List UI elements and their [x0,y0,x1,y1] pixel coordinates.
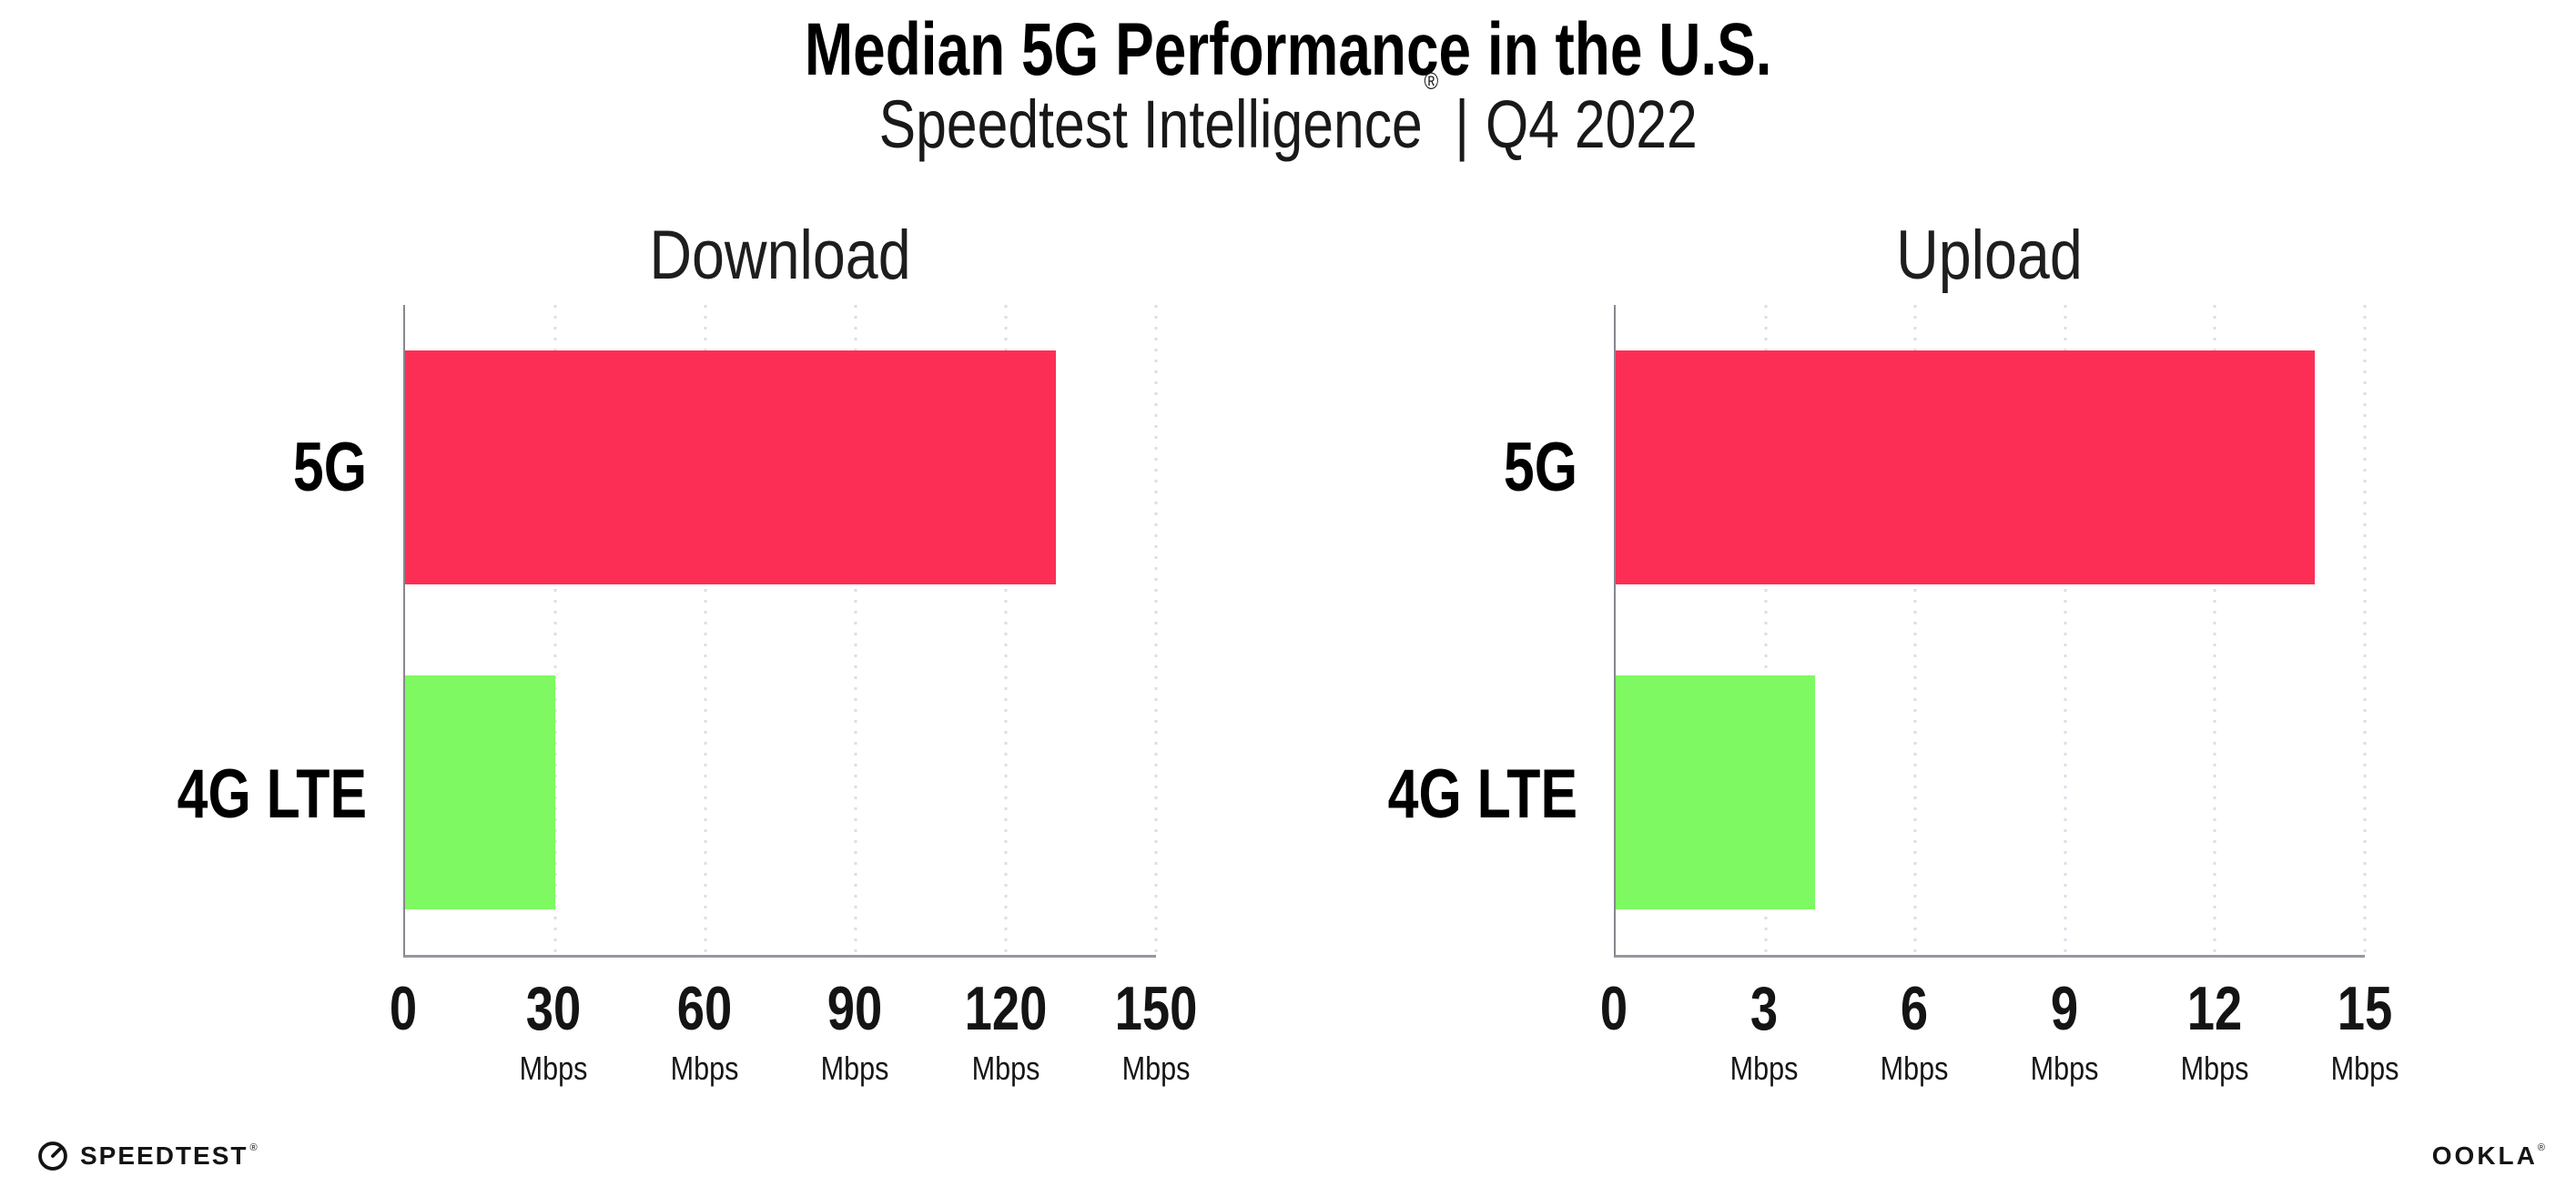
subtitle-brand: Speedtest Intelligence [878,86,1423,162]
gridline-12 [2213,305,2216,955]
figure-title-text: Median 5G Performance in the U.S. [804,8,1772,91]
speedtest-wordmark: SPEEDTEST [80,1141,248,1170]
x-tick-value: 120 [964,974,1047,1043]
gridline-9 [2064,305,2067,955]
x-tick-unit: Mbps [2180,1050,2249,1087]
x-tick-value: 90 [827,974,883,1043]
x-tick-unit: Mbps [971,1050,1040,1087]
category-label-4g-lte: 4G LTE [1387,755,1577,833]
bar-5g [405,350,1056,584]
gridline-3 [1764,305,1768,955]
x-tick-unit: Mbps [2030,1050,2099,1087]
gridline-6 [1913,305,1917,955]
category-labels: 5G 4G LTE [1388,305,2365,958]
x-tick-150: 150 Mbps [1104,978,1207,1085]
gridline-120 [1004,305,1008,955]
x-tick-60: 60 Mbps [664,978,745,1085]
download-chart-title: Download [648,217,911,294]
x-tick-unit: Mbps [820,1050,889,1087]
x-tick-value: 150 [1114,974,1198,1043]
x-tick-value: 60 [676,974,733,1043]
speedtest-gauge-icon [38,1141,67,1171]
plot-area [403,305,1158,958]
category-label-4g-lte: 4G LTE [177,755,367,833]
x-tick-9: 9 Mbps [2024,978,2104,1085]
x-tick-value: 0 [389,974,418,1043]
figure-subtitle: Speedtest Intelligence® | Q4 2022 [0,69,2576,162]
bar-4g-lte [1616,675,1816,909]
x-tick-value: 12 [2186,974,2243,1043]
x-tick-120: 120 Mbps [954,978,1057,1085]
x-tick-value: 9 [2050,974,2079,1043]
x-axis-ticks: 0 3 Mbps 6 Mbps 9 Mbps 12 Mbps 15 Mbps [1600,958,2399,1112]
gridline-90 [854,305,857,955]
gridline-30 [553,305,557,955]
category-labels: 5G 4G LTE [177,305,1156,958]
x-tick-unit: Mbps [1729,1050,1799,1087]
x-tick-unit: Mbps [670,1050,739,1087]
x-tick-unit: Mbps [1121,1050,1191,1087]
figure-title: Median 5G Performance in the U.S. [0,13,2576,87]
x-tick-3: 3 Mbps [1724,978,1804,1085]
x-tick-6: 6 Mbps [1874,978,1954,1085]
ookla-logo: OOKLA® [2432,1141,2545,1171]
bar-5g [1616,350,2316,584]
x-tick-value: 30 [526,974,582,1043]
subtitle-period: Q4 2022 [1485,86,1698,162]
x-tick-value: 3 [1749,974,1779,1043]
category-label-5g: 5G [1503,429,1577,507]
x-tick-value: 6 [1900,974,1929,1043]
x-tick-12: 12 Mbps [2175,978,2255,1085]
x-tick-unit: Mbps [2330,1050,2399,1087]
speedtest-logo: SPEEDTEST ® [36,1140,258,1172]
speedtest-registered-mark: ® [249,1142,258,1153]
x-tick-value: 15 [2337,974,2393,1043]
x-tick-unit: Mbps [519,1050,588,1087]
x-tick-value: 0 [1599,974,1628,1043]
gridline-150 [1154,305,1158,955]
x-tick-30: 30 Mbps [513,978,593,1085]
ookla-wordmark: OOKLA [2431,1141,2538,1170]
upload-chart-title: Upload [1896,217,2083,294]
gridline-15 [2363,305,2367,955]
registered-mark: ® [1424,67,1438,96]
gridline-60 [704,305,707,955]
category-label-5g: 5G [292,429,367,507]
bar-4g-lte [405,675,555,909]
plot-area [1614,305,2367,958]
subtitle-separator: | [1454,86,1469,162]
x-axis-ticks: 0 30 Mbps 60 Mbps 90 Mbps 120 Mbps 150 Mbps [390,958,1198,1112]
x-tick-unit: Mbps [1880,1050,1949,1087]
download-chart: Download 5G 4G LTE 0 30 Mbps 60 Mbps 90 Mbps 120… [177,221,1198,1085]
x-tick-90: 90 Mbps [815,978,895,1085]
x-tick-0: 0 [386,978,421,1040]
upload-chart: Upload 5G 4G LTE 0 3 Mbps 6 Mbps 9 Mbps 12 Mbps 15… [1388,221,2399,1085]
x-tick-15: 15 Mbps [2325,978,2405,1085]
ookla-registered-mark: ® [2537,1141,2545,1153]
x-tick-0: 0 [1597,978,1631,1040]
